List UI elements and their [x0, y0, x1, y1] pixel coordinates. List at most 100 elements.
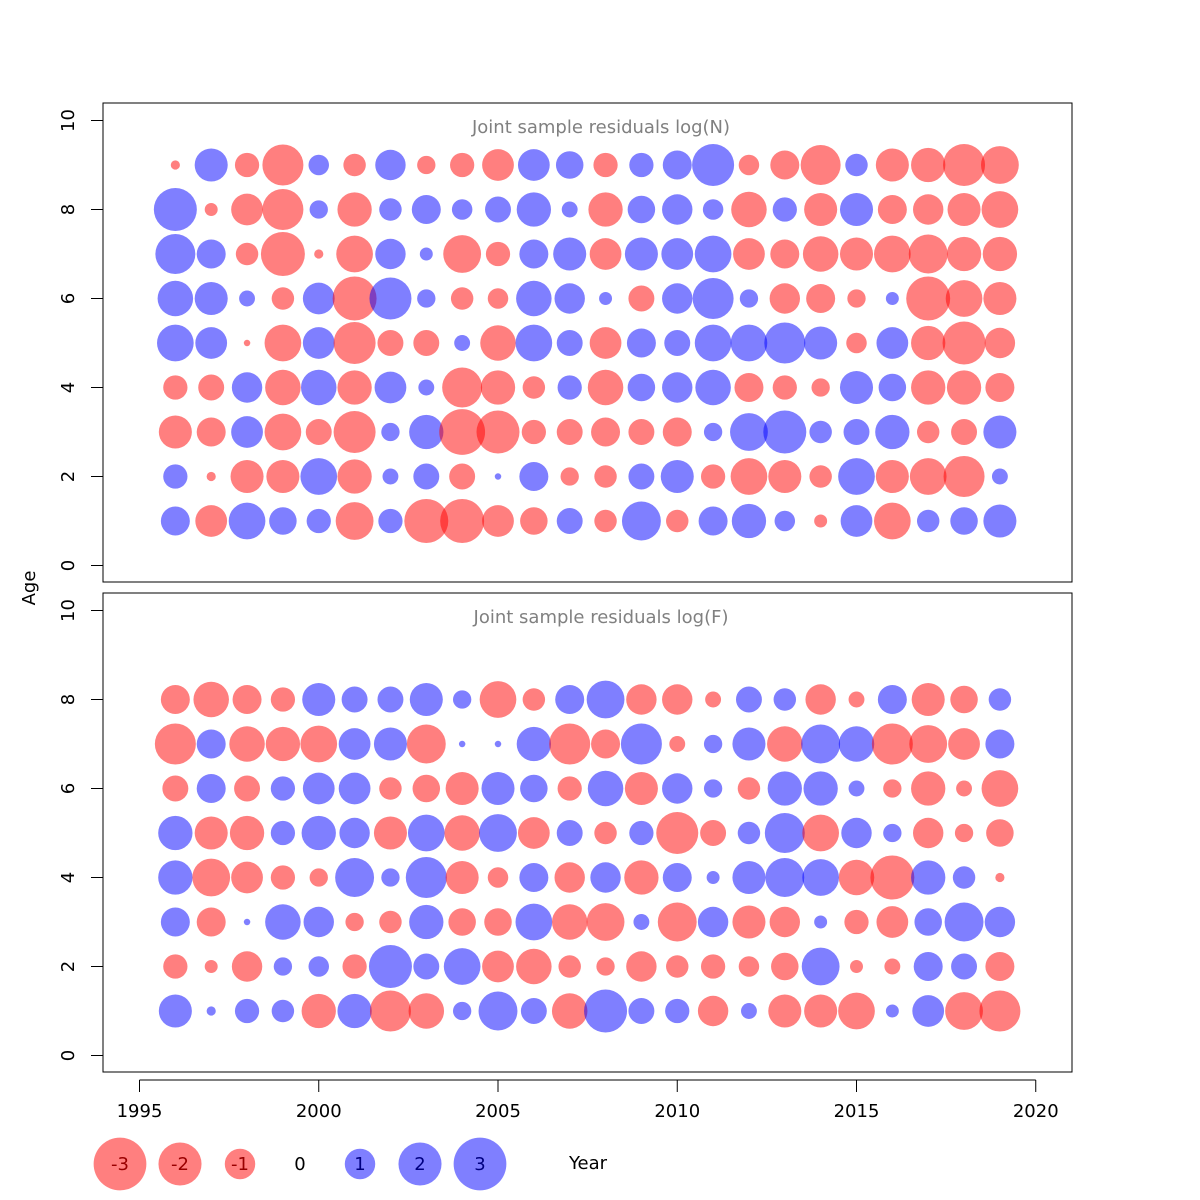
bubble-F-2014-age2: [801, 947, 840, 986]
bubble-N-1998-age8: [231, 193, 263, 226]
panels: 0 2 4 6 8 10 Joint sample residuals log(N) 0 2 4 6…: [58, 102, 1073, 1073]
bubble-N-2008-age6: [599, 292, 613, 305]
bubble-N-2007-age7: [553, 237, 587, 271]
bubble-F-2015-age4: [838, 859, 875, 896]
bubble-F-2014-age3: [814, 915, 828, 929]
bubble-N-1997-age6: [194, 281, 228, 316]
bubble-N-2007-age1: [556, 508, 583, 534]
bubble-F-2009-age4: [624, 860, 659, 895]
bubble-N-2012-age2: [730, 458, 768, 495]
bubble-N-2012-age8: [731, 191, 767, 228]
bubble-N-2018-age1: [950, 507, 978, 535]
bubble-N-2003-age6: [417, 289, 436, 308]
panel-N: 0 2 4 6 8 10 Joint sample residuals log(N): [58, 102, 1073, 583]
legend-bubble-3: [453, 1137, 507, 1191]
bubble-F-2019-age4: [995, 872, 1005, 883]
bubble-N-2005-age9: [482, 149, 514, 181]
legend-label: -2: [171, 1154, 189, 1175]
bubble-F-2011-age4: [706, 871, 720, 884]
bubble-N-2016-age7: [874, 235, 911, 273]
bubble-F-2015-age8: [848, 691, 865, 708]
bubble-F-2016-age7: [871, 723, 913, 765]
y-tick-label: 4: [58, 382, 79, 393]
bubble-N-2012-age3: [730, 413, 768, 451]
bubble-F-2019-age6: [981, 770, 1019, 807]
bubble-F-2004-age5: [444, 815, 480, 851]
bubble-N-2004-age7: [443, 235, 482, 273]
bubble-N-1996-age4: [163, 375, 188, 400]
bubble-N-1997-age3: [196, 417, 226, 447]
bubble-N-2014-age6: [806, 284, 836, 313]
bubble-N-2018-age3: [951, 419, 978, 445]
bubble-N-2017-age3: [916, 420, 940, 444]
bubble-N-2011-age8: [702, 199, 724, 220]
bubble-F-2006-age8: [522, 688, 546, 711]
bubble-F-2007-age5: [556, 820, 583, 846]
bubble-F-2005-age4: [487, 867, 509, 888]
bubble-N-2002-age7: [375, 238, 406, 270]
legend-bubble--1: [224, 1148, 256, 1180]
bubble-N-1996-age9: [170, 160, 180, 170]
bubble-F-2007-age4: [554, 862, 585, 893]
bubble-F-2004-age4: [445, 860, 479, 895]
bubble-N-2016-age9: [875, 148, 909, 182]
bubble-F-2006-age4: [519, 863, 549, 892]
bubble-F-2006-age6: [520, 774, 548, 803]
bubble-N-1999-age6: [271, 287, 295, 310]
bubble-N-2006-age3: [521, 419, 546, 445]
plot-frame: [102, 102, 1073, 583]
bubble-F-2012-age8: [735, 686, 762, 713]
bubble-F-2018-age4: [952, 866, 976, 889]
bubble-N-1996-age2: [163, 464, 188, 489]
bubble-N-2012-age4: [734, 373, 764, 402]
bubble-F-2000-age2: [308, 956, 330, 977]
bubble-N-1997-age2: [206, 471, 216, 482]
bubble-N-1999-age8: [262, 188, 304, 231]
bubble-F-2003-age7: [406, 724, 446, 764]
bubble-N-2009-age8: [627, 195, 656, 224]
bubble-N-2009-age6: [628, 285, 655, 312]
bubble-N-2003-age8: [411, 195, 441, 224]
bubble-N-2010-age4: [662, 372, 693, 403]
bubble-N-2001-age9: [343, 153, 366, 177]
bubble-N-2003-age3: [409, 414, 444, 450]
bubble-F-2015-age2: [850, 960, 863, 973]
bubble-F-2013-age5: [764, 813, 805, 853]
bubble-N-2012-age6: [739, 289, 759, 308]
bubble-F-2010-age2: [666, 955, 689, 978]
bubble-F-2000-age4: [309, 868, 328, 887]
bubble-N-1999-age7: [260, 232, 305, 276]
bubble-N-1998-age3: [231, 416, 263, 448]
bubble-F-1997-age3: [196, 907, 226, 937]
bubble-F-2012-age4: [732, 860, 766, 895]
legend-bubble--3: [93, 1137, 147, 1191]
bubble-F-2004-age7: [458, 740, 466, 748]
bubble-F-2006-age2: [516, 948, 552, 985]
bubble-F-2009-age5: [629, 820, 654, 846]
bubble-F-2017-age8: [911, 682, 945, 717]
bubble-group: [154, 680, 1021, 1033]
bubble-N-2000-age2: [300, 458, 338, 495]
bubble-F-2016-age5: [883, 823, 902, 843]
y-tick-label: 2: [58, 961, 79, 972]
bubble-F-2008-age5: [594, 821, 617, 845]
bubble-N-2004-age4: [442, 367, 483, 408]
bubble-N-2015-age7: [839, 237, 874, 271]
bubble-N-2002-age4: [374, 371, 407, 404]
bubble-N-2007-age2: [560, 467, 579, 486]
bubble-F-1997-age6: [196, 774, 226, 803]
bubble-N-2015-age1: [840, 505, 873, 537]
bubble-N-2017-age9: [911, 147, 946, 183]
bubble-N-2009-age5: [626, 328, 656, 358]
bubble-N-1996-age5: [157, 324, 194, 362]
bubble-N-2014-age3: [809, 420, 832, 444]
bubble-N-2016-age8: [877, 195, 907, 224]
bubble-F-2011-age1: [697, 995, 729, 1027]
bubble-N-2013-age9: [770, 150, 800, 180]
panel-F: 0 2 4 6 8 10 Joint sample residuals log(F): [58, 592, 1073, 1073]
bubble-N-2001-age4: [337, 370, 372, 405]
bubble-N-2011-age6: [692, 277, 734, 320]
bubble-F-2010-age6: [662, 773, 693, 804]
bubble-N-2005-age5: [480, 325, 516, 361]
bubble-F-2012-age5: [737, 821, 761, 845]
